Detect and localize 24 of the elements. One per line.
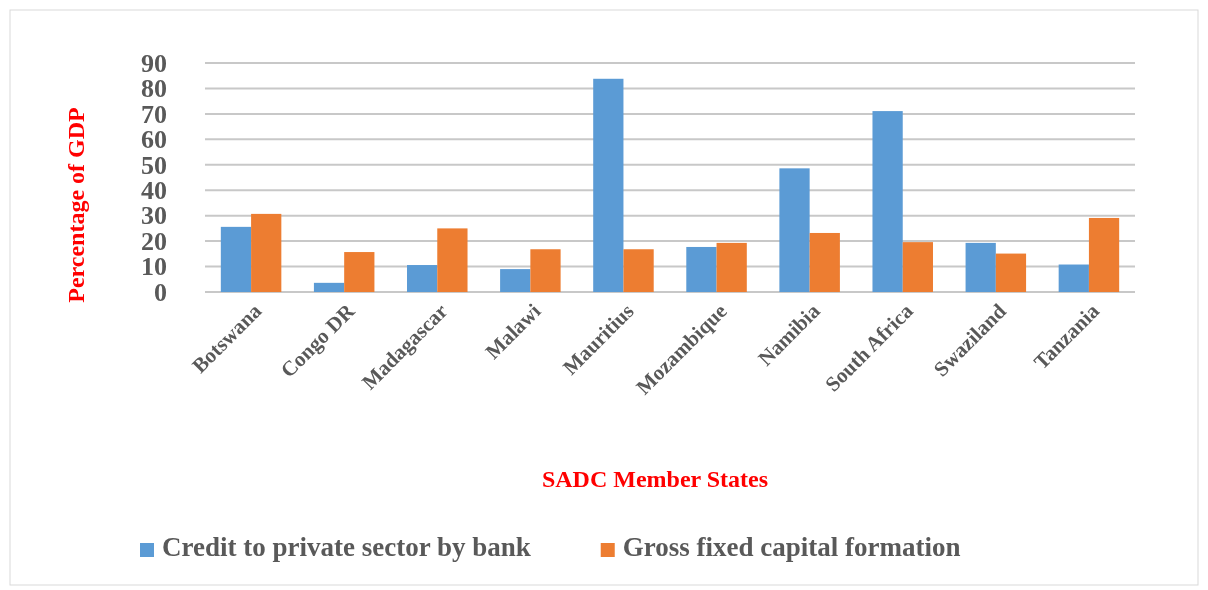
bar: [623, 249, 654, 292]
bar: [686, 246, 717, 292]
legend-label: Credit to private sector by bank: [162, 532, 531, 562]
bar: [251, 213, 282, 292]
bar: [1058, 264, 1089, 292]
bar: [220, 226, 252, 292]
bar: [995, 253, 1027, 292]
bar: [965, 242, 996, 292]
bar: [809, 232, 840, 292]
bar: [1088, 217, 1120, 292]
bar: [593, 78, 624, 292]
bar: [437, 228, 468, 292]
bar: [779, 168, 810, 292]
bar: [407, 265, 438, 292]
bar: [872, 111, 903, 292]
x-axis-title: SADC Member States: [541, 466, 769, 492]
bar: [344, 252, 375, 292]
bar: [530, 249, 561, 292]
bar: [902, 242, 933, 292]
bar: [716, 242, 747, 292]
y-axis-title: Percentage of GDP: [63, 107, 89, 303]
bar: [313, 282, 345, 292]
legend-label: Gross fixed capital formation: [622, 532, 961, 562]
bar: [500, 269, 531, 292]
